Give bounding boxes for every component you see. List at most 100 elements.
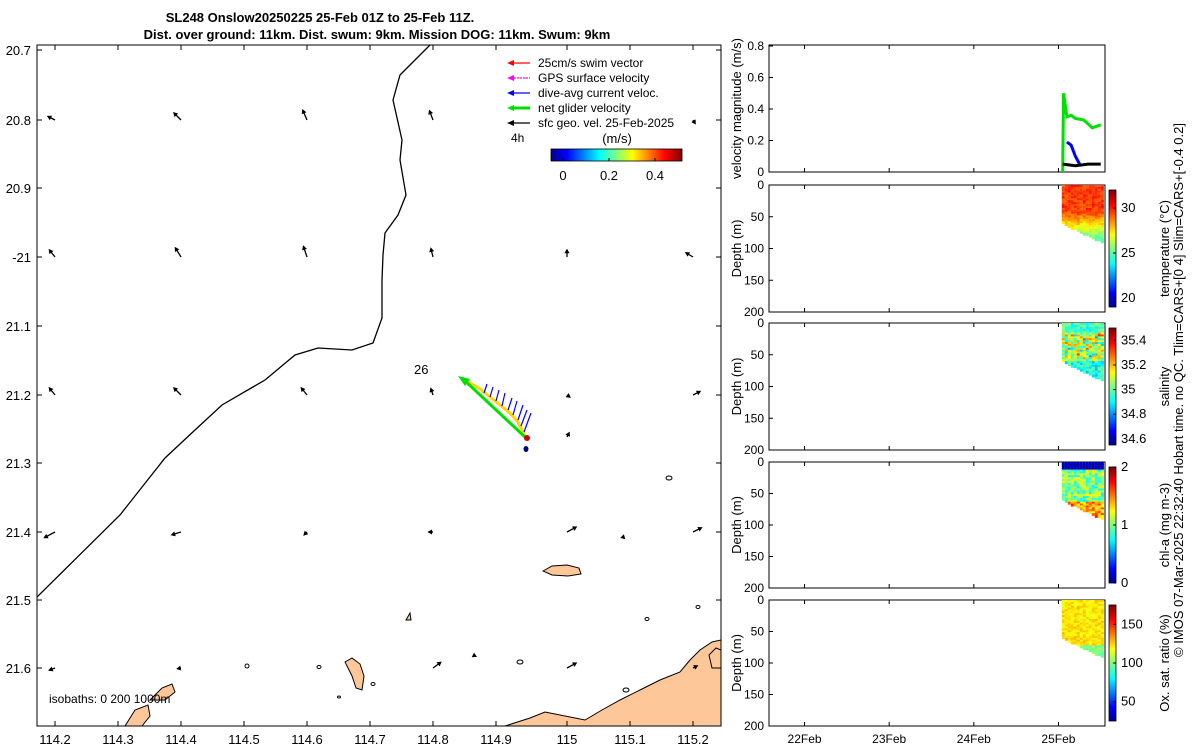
profile-cell [1097, 622, 1101, 626]
profile-cell [1073, 469, 1077, 473]
profile-cell [1070, 496, 1074, 500]
x-tick-label: 22Feb [788, 732, 822, 746]
profile-cell [1097, 205, 1101, 209]
profile-cell [1094, 209, 1098, 213]
profile-cell [1073, 353, 1077, 357]
profile-cell [1091, 611, 1095, 615]
profile-cell [1091, 622, 1095, 626]
profile-cell [1100, 465, 1104, 469]
profile-cell [1082, 628, 1086, 632]
profile-cell [1088, 607, 1092, 611]
lat-tick-label: 20.9 [6, 181, 31, 196]
sfc-velocity-arrowhead [564, 248, 570, 254]
profile-cell [1100, 202, 1104, 206]
profile-cell [1079, 204, 1083, 208]
profile-cell [1097, 340, 1101, 344]
profile-cell [1088, 357, 1092, 361]
profile-cell [1073, 501, 1077, 505]
profile-cell [1097, 228, 1101, 232]
profile-cell [1082, 211, 1086, 215]
profile-cell [1100, 370, 1104, 374]
profile-cell [1064, 496, 1068, 500]
colorbar-tick-label: 25 [1121, 245, 1135, 260]
profile-cell [1064, 223, 1068, 227]
profile-cell [1100, 219, 1104, 223]
profile-cell [1076, 605, 1080, 609]
profile-cell [1064, 342, 1068, 346]
profile-cell [1100, 186, 1104, 190]
profile-cell [1097, 336, 1101, 340]
profile-cell [1076, 359, 1080, 363]
profile-cell [1079, 637, 1083, 641]
profile-cell [1085, 232, 1089, 236]
profile-cell [1091, 649, 1095, 653]
profile-cell [1064, 188, 1068, 192]
profile-cell [1061, 359, 1065, 363]
profile-cell [1070, 338, 1074, 342]
colorbar-tick-label: 30 [1121, 200, 1135, 215]
profile-cell [1100, 494, 1104, 498]
profile-cell [1100, 204, 1104, 208]
profile-cell [1073, 603, 1077, 607]
profile-cell [1070, 219, 1074, 223]
profile-cell [1088, 497, 1092, 501]
profile-cell [1085, 635, 1089, 639]
profile-cell [1088, 490, 1092, 494]
profile-cell [1061, 469, 1065, 473]
profile-cell [1079, 338, 1083, 342]
profile-cell [1070, 482, 1074, 486]
profile-cell [1097, 349, 1101, 353]
profile-cell [1067, 497, 1071, 501]
profile-cell [1070, 501, 1074, 505]
profile-cell [1064, 634, 1068, 638]
profile-cell [1076, 336, 1080, 340]
profile-cell [1070, 323, 1074, 326]
profile-cell [1091, 368, 1095, 372]
profile-cell [1091, 615, 1095, 619]
profile-cell [1094, 225, 1098, 229]
profile-cell [1085, 347, 1089, 351]
y-tick-label: 100 [744, 242, 764, 256]
profile-cell [1091, 185, 1095, 188]
profile-cell [1064, 202, 1068, 206]
profile-cell [1088, 366, 1092, 370]
profile-cell [1088, 630, 1092, 634]
profile-cell [1070, 217, 1074, 221]
profile-cell [1091, 232, 1095, 236]
profile-cell [1082, 332, 1086, 336]
profile-cell [1070, 342, 1074, 346]
profile-cell [1082, 330, 1086, 334]
profile-cell [1097, 632, 1101, 636]
profile-cell [1085, 601, 1089, 605]
profile-cell [1097, 221, 1101, 225]
profile-cell [1079, 484, 1083, 488]
colorbar-tick: 0.2 [600, 168, 618, 183]
profile-cell [1094, 359, 1098, 363]
profile-cell [1061, 609, 1065, 613]
profile-cell [1097, 364, 1101, 368]
sfc-velocity-arrowhead [429, 247, 435, 253]
profile-cell [1088, 234, 1092, 238]
profile-cell [1097, 635, 1101, 639]
profile-cell [1085, 326, 1089, 330]
profile-cell [1100, 221, 1104, 225]
profile-cell [1076, 190, 1080, 194]
y-tick-label: 0 [757, 165, 764, 179]
profile-cell [1067, 622, 1071, 626]
profile-cell [1085, 609, 1089, 613]
profile-cell [1070, 637, 1074, 641]
profile-cell [1097, 511, 1101, 515]
profile-cell [1070, 207, 1074, 211]
profile-cell [1094, 634, 1098, 638]
profile-cell [1079, 471, 1083, 475]
profile-cell [1073, 611, 1077, 615]
y-tick-label: 50 [751, 210, 765, 224]
profile-cell [1076, 479, 1080, 483]
profile-cell [1091, 507, 1095, 511]
profile-cell [1082, 359, 1086, 363]
profile-cell [1073, 473, 1077, 477]
profile-cell [1097, 490, 1101, 494]
profile-cell [1094, 326, 1098, 330]
profile-cell [1082, 349, 1086, 353]
profile-cell [1082, 488, 1086, 492]
